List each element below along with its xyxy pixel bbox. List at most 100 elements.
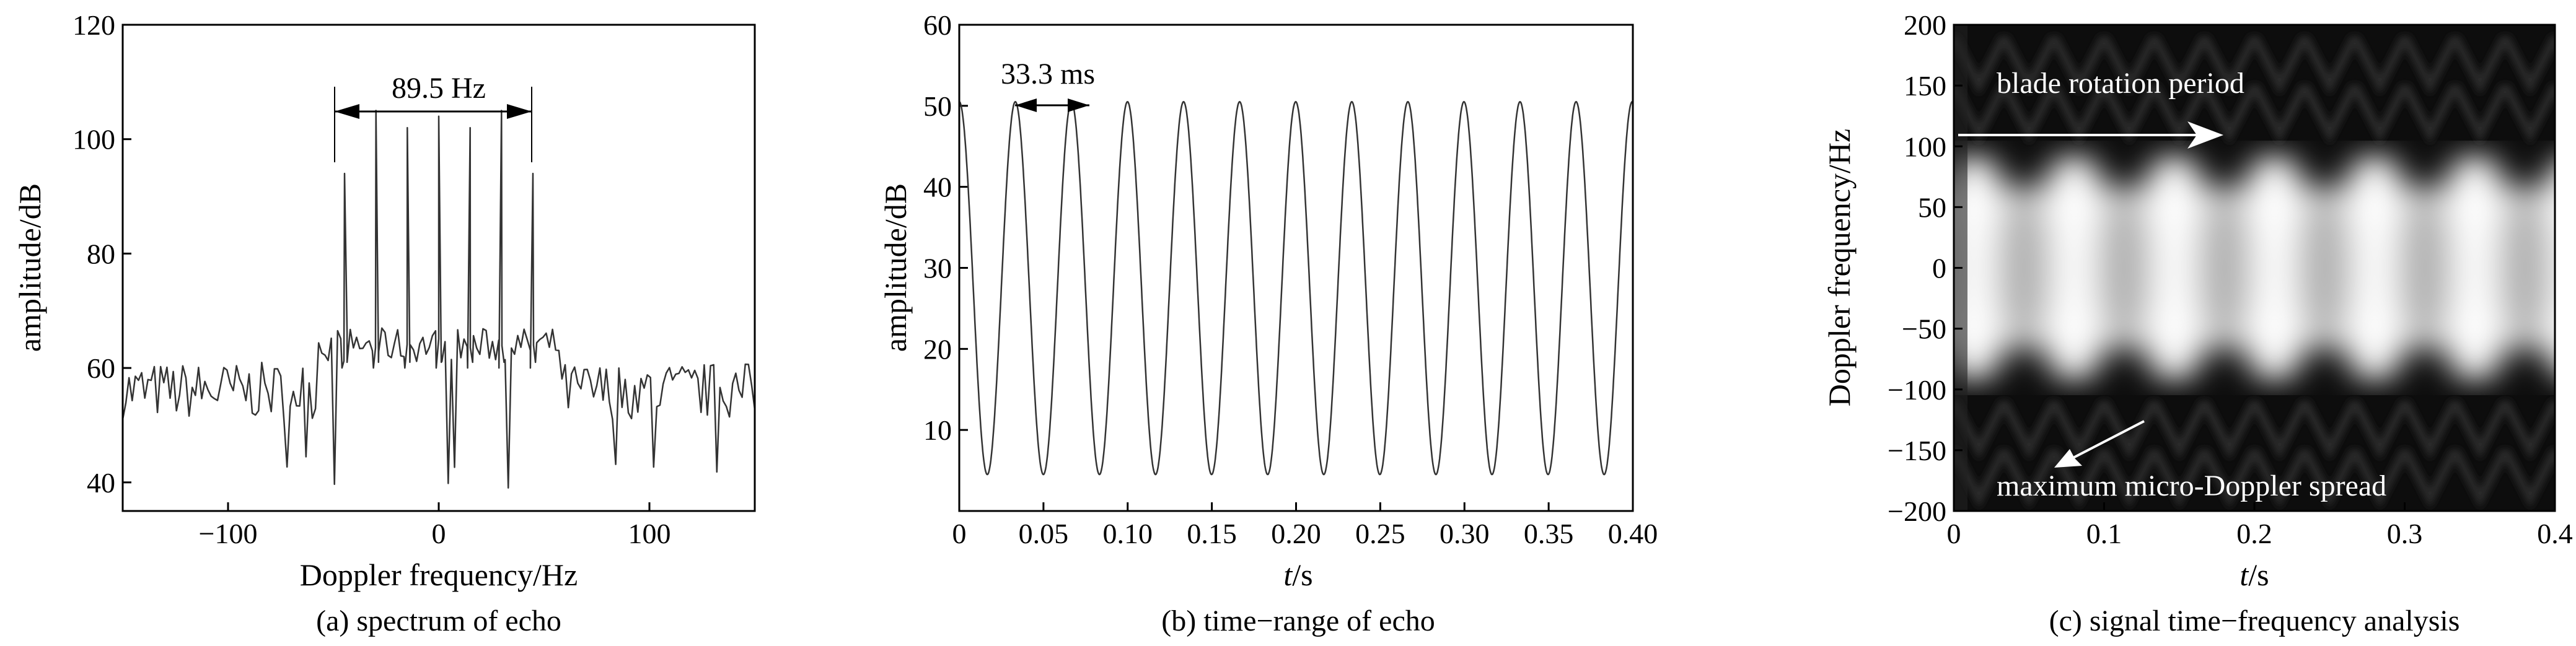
panel-c-xtick-label: 0.2 <box>2236 518 2272 549</box>
panel-c-chevron <box>2501 83 2555 144</box>
panel-c-band-lobe <box>1954 152 2016 383</box>
panel-c-ytick-label: 100 <box>1904 131 1946 162</box>
panel-c-band-trough <box>2196 183 2253 353</box>
panel-c-chevron <box>2451 399 2509 460</box>
panel-c-band-trough <box>2096 183 2153 353</box>
panel-c-heatmap <box>1954 25 2555 511</box>
panel-b-xlabel-italic: t <box>1283 557 1293 592</box>
panel-c-spread-arrow <box>2068 420 2145 461</box>
panel-c-chevron <box>2401 399 2459 460</box>
panel-c-chevron <box>2401 35 2459 95</box>
panel-c-plot-frame <box>1953 24 2556 512</box>
panel-c-chevron <box>2000 399 2058 460</box>
panel-c-chevron <box>2551 401 2555 411</box>
panel-c-chevron <box>2100 35 2158 95</box>
panel-b-echo-line <box>959 100 1633 476</box>
panel-c-time-frequency: 0 0.1 0.2 0.3 0.4 −200 −150 −100 −50 0 50 100 150 200… <box>1822 9 2573 637</box>
panel-a-ticks: −100 0 100 40 60 80 100 120 <box>73 9 671 549</box>
panel-c-bright-band <box>1954 152 2555 383</box>
panel-c-xtick-label: 0 <box>1947 518 1961 549</box>
panel-b-xtick-label: 0 <box>952 518 967 549</box>
panel-b-ytick-label: 20 <box>923 333 952 365</box>
panel-c-ytick-label: 200 <box>1904 9 1946 41</box>
panel-a-xtick-label: −100 <box>199 518 258 549</box>
panel-c-chevron <box>2350 35 2409 95</box>
panel-c-chevron <box>2551 450 2555 460</box>
panel-c-band-trough <box>2396 183 2453 353</box>
panel-a-plot-frame <box>121 24 756 512</box>
panel-c-chevron <box>2251 448 2309 509</box>
panel-a-spectrum-path <box>121 110 756 489</box>
panel-a-xtick-label: 100 <box>628 518 671 549</box>
panel-c-chevron <box>2000 448 2058 509</box>
panel-a-spectrum: −100 0 100 40 60 80 100 120 89.5 Hz amplitude/d… <box>12 9 756 637</box>
panel-b-caption: (b) time−range of echo <box>1161 605 1435 637</box>
panel-c-chevron <box>2300 448 2359 509</box>
panel-c-caption: (c) signal time−frequency analysis <box>2049 605 2460 637</box>
panel-c-ytick-label: −100 <box>1888 374 1946 406</box>
panel-c-chevron <box>2300 399 2359 460</box>
panel-a-xlabel: Doppler frequency/Hz <box>300 557 578 592</box>
panel-c-chevron <box>2251 83 2309 144</box>
panel-c-chevron <box>2551 37 2555 46</box>
panel-c-ytick-label: −150 <box>1888 435 1946 466</box>
panel-c-band-lobe <box>2433 152 2518 383</box>
panel-c-ytick-label: −200 <box>1888 495 1946 527</box>
panel-b-ytick-label: 10 <box>923 414 952 446</box>
panel-c-xlabel: t/s <box>2240 557 2269 592</box>
panel-a-bandwidth-annotation: 89.5 Hz <box>334 72 532 162</box>
panel-b-arrowhead-left <box>1015 98 1037 112</box>
panel-c-band-lobe <box>2032 152 2117 383</box>
panel-c-ytick-label: −50 <box>1902 313 1946 345</box>
panel-c-chevron <box>2551 85 2555 95</box>
panel-c-chevron <box>2451 448 2509 509</box>
panel-a-ytick-label: 120 <box>73 9 115 41</box>
panel-b-ytick-label: 50 <box>923 90 952 122</box>
panel-b-xtick-label: 0.15 <box>1187 518 1237 549</box>
panel-c-chevron <box>2501 448 2555 509</box>
panel-c-chevron <box>2350 399 2409 460</box>
panel-a-caption: (a) spectrum of echo <box>316 605 561 637</box>
panel-a-arrowhead-right <box>507 104 532 119</box>
panel-c-chevron <box>2100 399 2158 460</box>
panel-c-chevron <box>2451 35 2509 95</box>
panel-c-spread-arrowhead <box>2054 449 2082 468</box>
panel-b-echo-path <box>959 100 1633 476</box>
panel-b-arrowhead-right <box>1068 98 1089 112</box>
panel-c-chevron <box>2401 448 2459 509</box>
panel-c-ticks: 0 0.1 0.2 0.3 0.4 −200 −150 −100 −50 0 50 100 150 200 <box>1888 9 2573 549</box>
panel-c-chevron <box>2200 83 2259 144</box>
panel-a-ytick-label: 60 <box>87 352 115 384</box>
panel-b-xtick-label: 0.40 <box>1608 518 1658 549</box>
panel-c-ytick-label: 50 <box>1918 191 1946 223</box>
panel-b-xtick-label: 0.20 <box>1271 518 1321 549</box>
panel-c-chevron <box>2300 83 2359 144</box>
panel-c-chevron <box>2501 35 2555 95</box>
panel-c-chevron <box>2150 35 2209 95</box>
panel-c-spread-label: maximum micro-Doppler spread <box>1997 469 2386 502</box>
panel-b-xtick-label: 0.35 <box>1524 518 1574 549</box>
panel-c-chevron <box>2251 35 2309 95</box>
panel-c-chevron <box>2050 399 2108 460</box>
panel-c-xtick-label: 0.4 <box>2537 518 2573 549</box>
panel-c-chevron <box>2200 448 2259 509</box>
panel-c-xtick-label: 0.1 <box>2086 518 2122 549</box>
panel-c-chevron <box>2501 399 2555 460</box>
panel-c-chevron <box>2451 83 2509 144</box>
panel-b-xtick-label: 0.10 <box>1103 518 1153 549</box>
panel-a-spectrum-line <box>121 110 756 489</box>
panel-c-ylabel: Doppler frequency/Hz <box>1822 129 1857 406</box>
panel-c-xtick-label: 0.3 <box>2387 518 2423 549</box>
panel-a-ytick-label: 100 <box>73 124 115 155</box>
panel-c-chevron <box>2350 448 2409 509</box>
panel-c-chevron <box>2050 35 2108 95</box>
panel-c-chevron <box>2350 83 2409 144</box>
panel-c-chevron <box>2000 35 2058 95</box>
panel-c-chevron <box>2100 448 2158 509</box>
panel-c-xlabel-unit: /s <box>2248 557 2269 592</box>
panel-b-plot-frame <box>958 24 1634 512</box>
panel-a-xtick-label: 0 <box>432 518 446 549</box>
panel-c-chevron <box>2401 83 2459 144</box>
panel-c-chevron <box>2150 399 2209 460</box>
panel-b-ylabel: amplitude/dB <box>878 183 913 352</box>
